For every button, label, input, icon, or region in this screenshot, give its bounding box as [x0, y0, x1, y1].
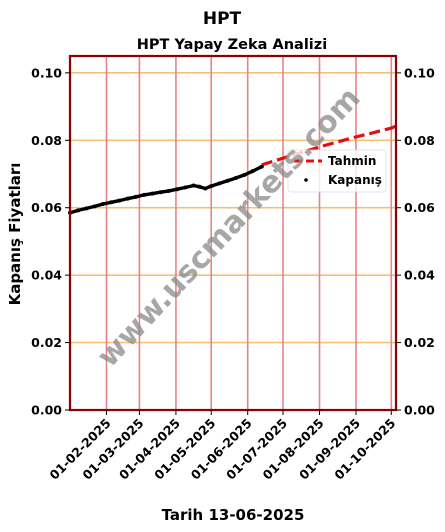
forecast-series: [261, 124, 397, 167]
plot-background: [70, 56, 396, 410]
legend: Tahmin Kapanış: [287, 149, 387, 193]
actual-price-point: [150, 191, 155, 196]
actual-price-point: [225, 178, 230, 183]
actual-price-point: [242, 173, 247, 177]
y-axis-left: 0.00 0.02 0.04 0.06 0.08 0.10: [31, 65, 70, 418]
y-tick-label-left: 0.10: [31, 65, 62, 80]
x-axis: 01-02-202501-03-202501-04-202501-05-2025…: [46, 410, 398, 483]
actual-price-point: [133, 194, 138, 199]
y-tick-label-right: 0.02: [404, 335, 435, 350]
y-tick-label-right: 0.00: [404, 403, 435, 418]
vertical-gridlines: [105, 56, 393, 410]
actual-price-point: [217, 181, 222, 186]
actual-price-point: [183, 185, 188, 190]
y-axis-label: Kapanış Fiyatları: [6, 163, 24, 306]
actual-price-point: [209, 184, 214, 189]
actual-series: [68, 164, 264, 215]
y-tick-label-left: 0.04: [31, 268, 62, 283]
chart-title: HPT Yapay Zeka Analizi: [137, 37, 327, 53]
y-axis-right: 0.00 0.02 0.04 0.06 0.08 0.10: [396, 65, 435, 418]
x-axis-label: Tarih 13-06-2025: [162, 506, 305, 524]
actual-price-point: [175, 187, 180, 192]
actual-price-point: [76, 208, 81, 213]
actual-price-point: [203, 186, 208, 191]
figure-title: HPT: [203, 9, 242, 29]
y-tick-label-left: 0.08: [31, 133, 62, 148]
actual-price-point: [158, 190, 163, 195]
actual-price-point: [109, 200, 114, 205]
plot-frame: [68, 54, 398, 412]
actual-price-point: [125, 196, 130, 201]
actual-price-point: [259, 164, 264, 169]
forecast-line: [261, 124, 397, 167]
legend-actual-label: Kapanış: [328, 173, 382, 187]
y-tick-label-left: 0.02: [31, 335, 62, 350]
legend-forecast-label: Tahmin: [328, 154, 376, 168]
actual-price-point: [92, 204, 97, 209]
y-tick-label-right: 0.08: [404, 133, 435, 148]
y-tick-label-right: 0.06: [404, 200, 435, 215]
actual-price-point: [84, 206, 89, 211]
y-tick-label-left: 0.00: [31, 403, 62, 418]
y-tick-label-right: 0.04: [404, 268, 435, 283]
legend-actual-swatch: [304, 178, 308, 182]
actual-price-point: [233, 176, 238, 180]
actual-price-point: [191, 183, 196, 188]
actual-price-point: [250, 169, 255, 174]
actual-price-point: [197, 184, 202, 189]
actual-price-point: [166, 188, 171, 193]
y-tick-label-right: 0.10: [404, 65, 435, 80]
y-tick-label-left: 0.06: [31, 200, 62, 215]
actual-price-point: [101, 202, 105, 206]
actual-price-point: [142, 192, 147, 197]
plot-area: [68, 54, 398, 412]
actual-price-point: [117, 198, 122, 203]
